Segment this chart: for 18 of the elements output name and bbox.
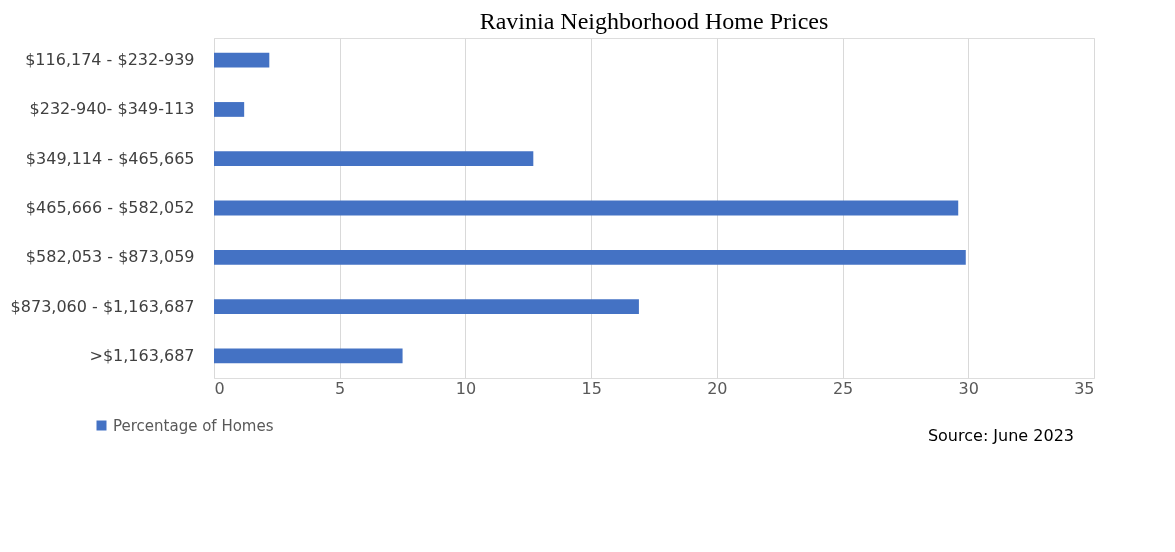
x-tick-label: 30	[958, 378, 979, 398]
x-tick-label: 10	[455, 378, 477, 398]
y-tick-label: $116,174 - $232-939	[25, 50, 195, 70]
y-tick-label: $465,666 - $582,052	[25, 198, 195, 217]
y-tick-label: $582,053 - $873,059	[25, 247, 195, 267]
y-tick-label: >$1,163,687	[89, 345, 195, 365]
y-tick-label: $349,114 - $465,665	[25, 148, 195, 168]
x-tick-label: 5	[335, 378, 346, 398]
chart-title: Ravinia Neighborhood Home Prices	[479, 8, 829, 34]
x-tick-label: 0	[214, 378, 225, 398]
x-tick-label: 20	[707, 378, 728, 398]
x-tick-label: 35	[1074, 378, 1095, 398]
x-tick-label: 15	[581, 378, 602, 398]
y-tick-label: $232-940- $349-113	[29, 99, 195, 119]
legend-label: Percentage of Homes	[113, 416, 274, 435]
source-note: Source: June 2023	[927, 426, 1074, 445]
x-tick-label: 25	[832, 378, 854, 398]
y-tick-label: $873,060 - $1,163,687	[10, 296, 195, 316]
